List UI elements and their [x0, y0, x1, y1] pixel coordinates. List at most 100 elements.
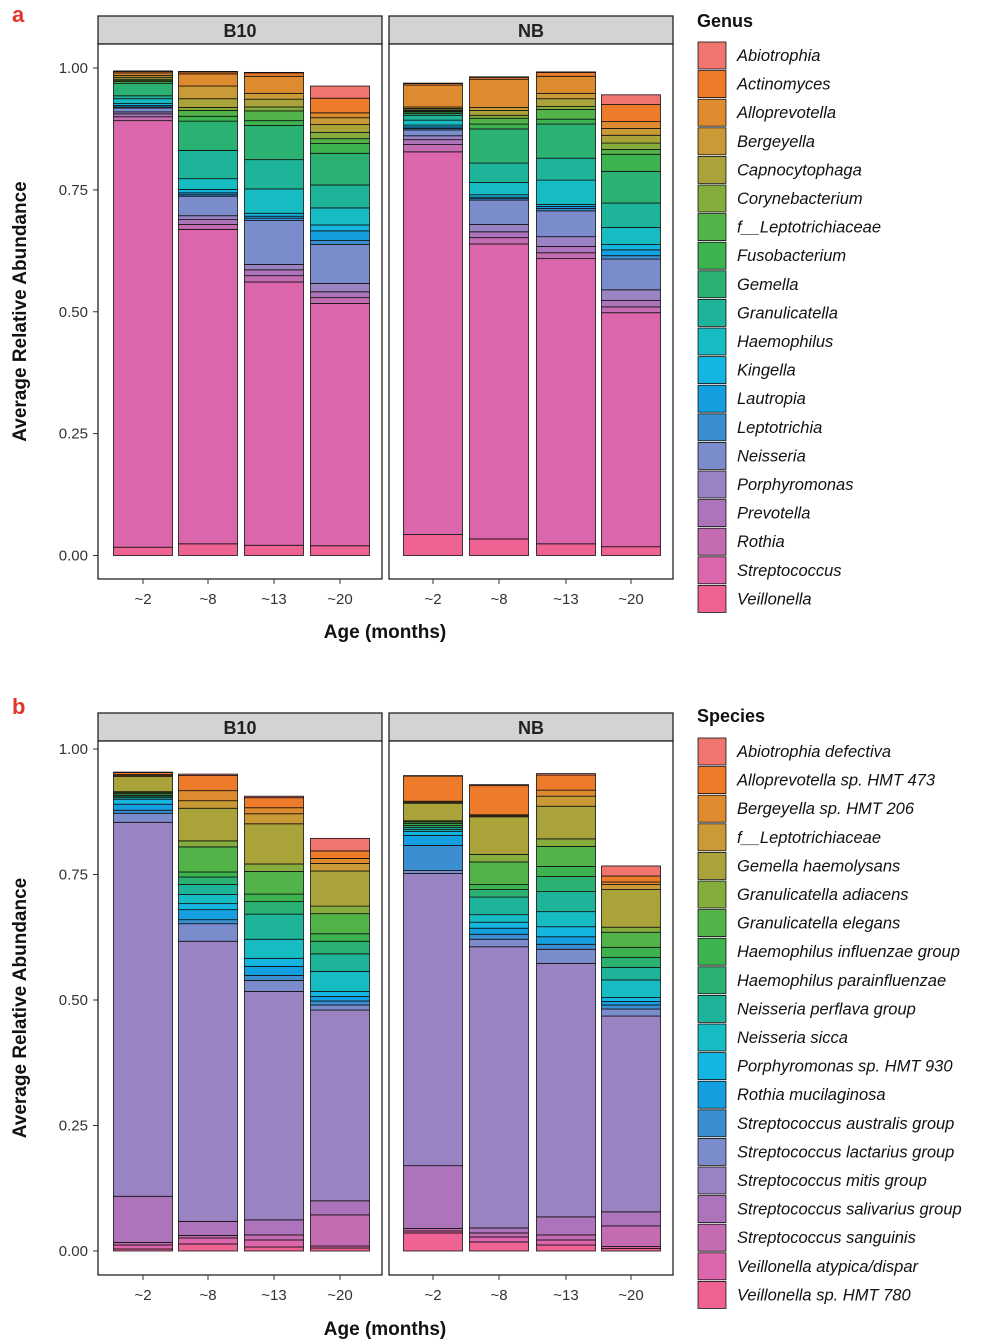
bar-segment	[601, 926, 661, 933]
bar-segment	[244, 863, 304, 872]
bar-segment	[244, 75, 304, 94]
x-tick-label: ~20	[327, 1287, 352, 1304]
bar-segment	[469, 78, 529, 108]
x-tick-label: ~8	[490, 591, 507, 608]
legend-swatch	[697, 413, 727, 442]
bar-segment	[536, 805, 596, 840]
legend-swatch	[697, 70, 727, 98]
x-tick-label: ~13	[553, 591, 578, 608]
legend-item-label: Rothia mucilaginosa	[737, 1086, 886, 1104]
legend-swatch	[697, 585, 727, 613]
bar-segment	[310, 124, 370, 133]
legend-item-label: Streptococcus sanguinis	[737, 1229, 916, 1247]
legend-swatch	[697, 270, 727, 299]
bar-segment	[536, 773, 596, 776]
bar-segment	[310, 996, 370, 1002]
legend-swatch	[697, 327, 727, 356]
bar-segment	[310, 1247, 370, 1252]
bar-segment	[178, 178, 238, 190]
bar-segment	[469, 162, 529, 183]
stacked-bar	[310, 85, 370, 556]
bar-segment	[403, 144, 463, 153]
y-tick-label: 0.00	[59, 548, 88, 565]
facet-label: B10	[223, 21, 256, 41]
bar-segment	[536, 106, 596, 110]
bar-segment	[601, 865, 661, 877]
y-axis-title: Average Relative Abundance	[10, 181, 31, 441]
legend-swatch	[697, 98, 727, 127]
bar-segment	[244, 965, 304, 976]
x-tick-label: ~13	[261, 591, 286, 608]
bar-segment	[469, 854, 529, 863]
facet-strip	[388, 15, 674, 45]
bar-segment	[601, 956, 661, 968]
stacked-bar	[536, 773, 596, 1252]
bar-segment	[601, 153, 661, 172]
legend-swatch	[697, 155, 727, 184]
stacked-bar	[244, 795, 304, 1252]
bar-segment	[469, 784, 529, 787]
bar-segment	[536, 948, 596, 964]
bar-segment	[536, 92, 596, 100]
y-tick-label: 0.25	[59, 426, 88, 443]
legend-item-label: Granulicatella	[737, 304, 838, 322]
y-tick-label: 0.75	[59, 182, 88, 199]
bar-segment	[601, 889, 661, 928]
bar-segment	[310, 283, 370, 293]
x-tick-label: ~2	[134, 591, 151, 608]
bar-segment	[469, 927, 529, 935]
bar-segment	[244, 275, 304, 283]
bar-segment	[601, 979, 661, 998]
y-tick-label: 1.00	[59, 60, 88, 77]
facet-label: NB	[518, 21, 544, 41]
bar-segment	[601, 244, 661, 251]
legend-swatch	[697, 470, 727, 499]
bar-segment	[244, 1234, 304, 1241]
bar-segment	[536, 109, 596, 120]
bar-segment	[469, 938, 529, 948]
bar-segment	[178, 807, 238, 842]
bar-segment	[310, 97, 370, 114]
bar-segment	[113, 803, 173, 811]
bar-segment	[469, 1236, 529, 1243]
bar-segment	[403, 114, 463, 121]
x-tick-label: ~13	[553, 1287, 578, 1304]
bar-segment	[469, 231, 529, 239]
bar-segment	[178, 115, 238, 122]
stacked-bar	[469, 76, 529, 556]
bar-segment	[178, 543, 238, 556]
x-tick-label: ~8	[490, 1287, 507, 1304]
bar-segment	[310, 940, 370, 955]
x-tick-label: ~20	[327, 591, 352, 608]
stacked-bar	[536, 71, 596, 556]
bar-segment	[178, 1220, 238, 1236]
bar-segment	[244, 110, 304, 122]
bar-segment	[178, 1237, 238, 1245]
legend-swatch	[697, 1252, 727, 1281]
bar-segment	[244, 957, 304, 967]
bar-segment	[469, 110, 529, 116]
bar-segment	[310, 970, 370, 992]
bar-segment	[244, 120, 304, 126]
legend-swatch	[697, 1195, 727, 1223]
bar-segment	[403, 834, 463, 846]
bar-segment	[536, 246, 596, 254]
legend-item-label: Streptococcus salivarius group	[737, 1201, 962, 1219]
panel-letter: a	[12, 2, 25, 27]
bar-segment	[113, 120, 173, 548]
facet-label: B10	[223, 718, 256, 738]
bar-segment	[310, 837, 370, 852]
bar-segment	[601, 300, 661, 308]
legend-swatch	[697, 499, 727, 528]
bar-segment	[601, 1001, 661, 1006]
legend-item-label: Streptococcus australis group	[737, 1115, 954, 1133]
legend-swatch	[697, 1223, 727, 1252]
bar-segment	[536, 1234, 596, 1241]
bar-segment	[601, 884, 661, 890]
y-axis-title: Average Relative Abundance	[10, 878, 31, 1138]
bar-segment	[178, 1243, 238, 1252]
bar-segment	[403, 1232, 463, 1252]
bar-segment	[403, 802, 463, 822]
bar-segment	[113, 1195, 173, 1243]
bar-segment	[244, 913, 304, 940]
